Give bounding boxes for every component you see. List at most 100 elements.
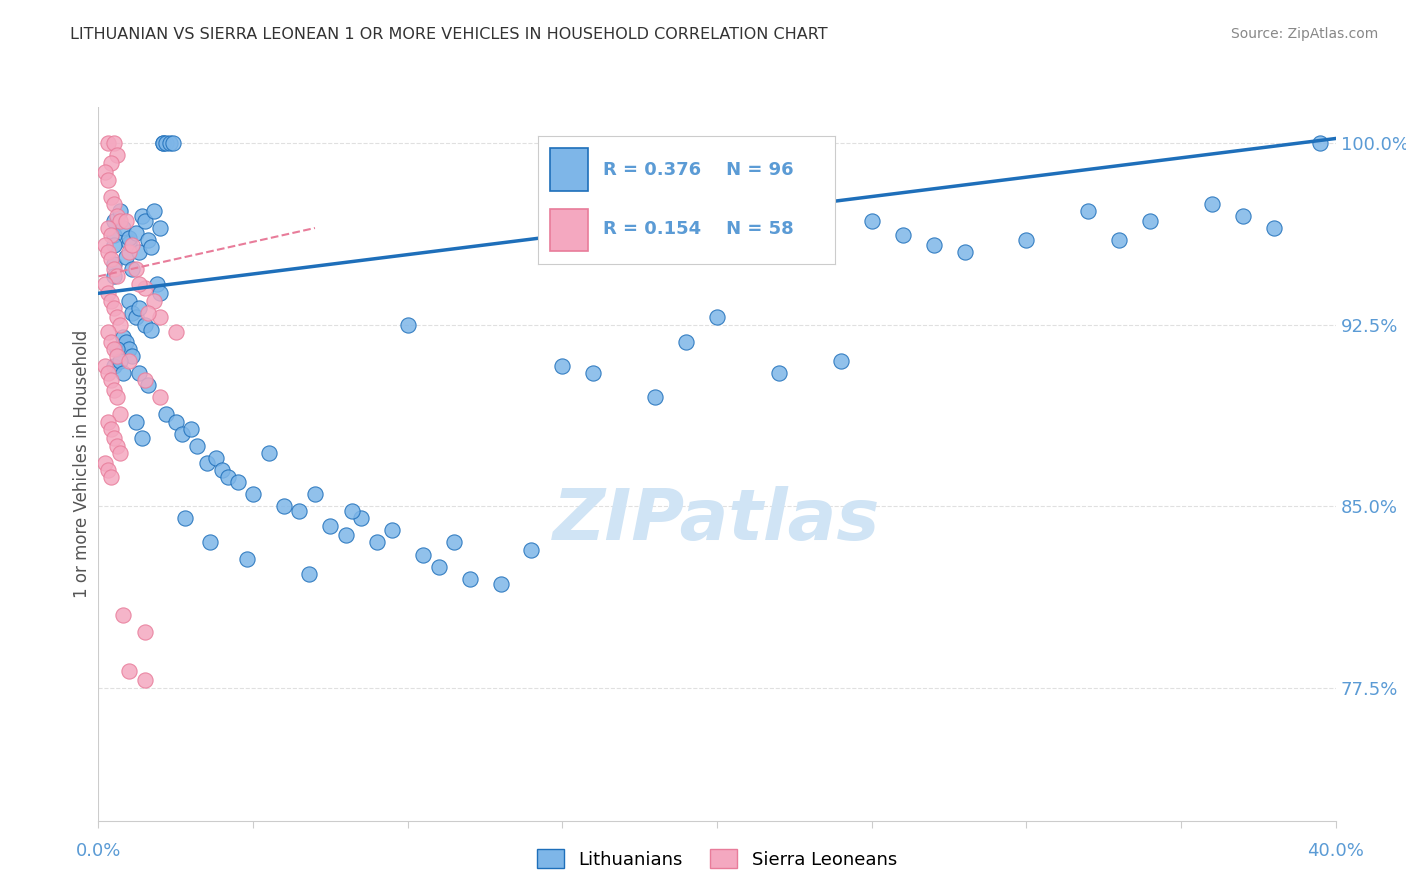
Point [152,136,174,151]
Text: LITHUANIAN VS SIERRA LEONEAN 1 OR MORE VEHICLES IN HOUSEHOLD CORRELATION CHART: LITHUANIAN VS SIERRA LEONEAN 1 OR MORE V… [70,27,828,42]
Point [103,238,125,252]
Point [155,136,177,151]
Point [174,511,197,525]
Point [124,415,146,429]
Point [134,318,156,332]
Point [118,664,141,678]
Text: 40.0%: 40.0% [1308,842,1364,860]
Point [1139,213,1161,227]
Point [170,426,193,441]
Point [412,548,434,562]
Point [97,221,120,235]
Point [112,366,135,380]
Point [100,155,122,169]
Point [340,504,363,518]
Point [860,213,883,227]
Point [136,378,159,392]
Point [103,262,125,277]
Point [112,221,135,235]
Point [97,136,120,151]
Point [304,487,326,501]
Point [112,330,135,344]
Point [103,136,125,151]
Point [288,504,311,518]
Point [103,301,125,315]
Point [427,559,450,574]
Y-axis label: 1 or more Vehicles in Household: 1 or more Vehicles in Household [73,330,91,598]
Point [366,535,388,549]
Point [1077,204,1099,219]
Point [108,213,131,227]
Point [134,373,156,387]
Point [128,277,150,291]
Point [105,390,128,404]
Point [103,432,125,446]
Point [121,349,143,363]
Point [143,204,166,219]
Point [100,334,122,349]
Point [103,196,125,211]
Point [319,518,342,533]
Point [97,286,120,301]
Point [118,230,141,244]
Legend: Lithuanians, Sierra Leoneans: Lithuanians, Sierra Leoneans [530,842,904,876]
Point [105,148,128,162]
Point [105,349,128,363]
Point [136,233,159,247]
Point [644,390,666,404]
Point [582,366,605,380]
Point [103,383,125,397]
Point [124,226,146,240]
Point [105,439,128,453]
Point [198,535,221,549]
Point [211,463,233,477]
Point [706,310,728,325]
Point [1232,209,1254,223]
Point [350,511,373,525]
Point [115,213,138,227]
Point [128,301,150,315]
Point [149,221,172,235]
Point [108,204,131,219]
Text: ZIPatlas: ZIPatlas [554,486,880,556]
Point [768,366,790,380]
Point [97,172,120,186]
Point [93,238,115,252]
Point [108,354,131,368]
Point [93,359,115,373]
Point [100,189,122,203]
Point [115,250,138,264]
Point [396,318,419,332]
Point [443,535,465,549]
Point [93,165,115,179]
Point [100,422,122,436]
Point [458,572,481,586]
Point [118,354,141,368]
Point [97,366,120,380]
Point [115,334,138,349]
Point [152,136,174,151]
Point [118,235,141,250]
Point [226,475,249,489]
Point [105,269,128,284]
Point [134,281,156,295]
Point [100,470,122,484]
Point [108,407,131,421]
Point [108,446,131,460]
Point [100,293,122,308]
Point [613,221,636,235]
Point [143,293,166,308]
Point [205,450,228,465]
Point [162,136,184,151]
Point [112,607,135,622]
Point [217,470,239,484]
Point [93,456,115,470]
Point [124,262,146,277]
Point [1263,221,1285,235]
Point [155,407,177,421]
Point [165,325,187,339]
Point [236,552,259,566]
Point [134,673,156,688]
Point [131,209,153,223]
Point [118,245,141,260]
